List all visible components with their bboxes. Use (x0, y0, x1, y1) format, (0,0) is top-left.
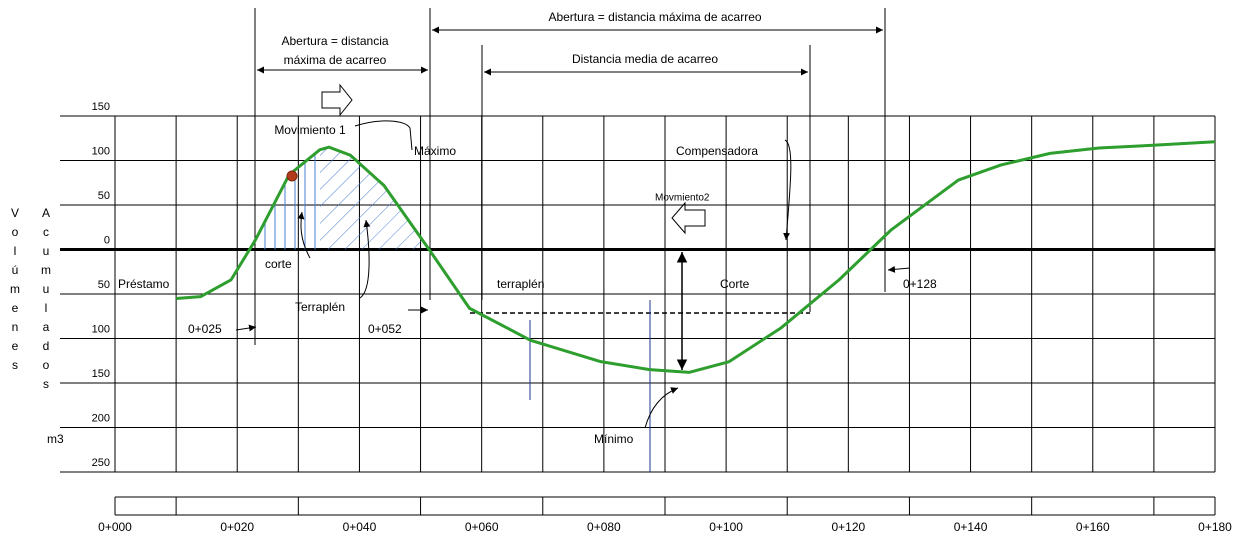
leader (644, 387, 679, 429)
leader (235, 324, 257, 332)
annotation: corte (265, 257, 292, 271)
y-tick-label: 150 (92, 101, 110, 113)
leader (887, 265, 911, 273)
y-tick-label: 50 (98, 279, 110, 291)
annotation: 0+025 (188, 322, 222, 336)
leader (297, 211, 311, 259)
y-tick-label: 100 (92, 145, 110, 157)
annotation: Movimiento 1 (274, 123, 346, 137)
x-tick-label: 0+020 (220, 520, 254, 534)
point-marker (286, 170, 298, 182)
annotation: máxima de acarreo (284, 53, 387, 67)
x-tick-label: 0+100 (709, 520, 743, 534)
leader (354, 120, 413, 151)
y-tick-label: 50 (98, 190, 110, 202)
annotation: terraplén (497, 277, 544, 291)
hatch-area (320, 147, 430, 250)
y-tick-label: 0 (104, 234, 110, 246)
y-tick-label: 200 (92, 412, 110, 424)
grid: 150 100 50 0 50 100 150 200 250 0+000 0+020 0+040 0+… (60, 101, 1232, 534)
x-tick-label: 0+000 (98, 520, 132, 534)
x-tick-label: 0+180 (1198, 520, 1232, 534)
annotation: Terraplén (295, 300, 345, 314)
y-axis-label: Acumulados (39, 206, 53, 396)
annotation: Compensadora (676, 144, 758, 158)
annotation: Movmiento2 (655, 193, 710, 204)
leader (359, 219, 371, 299)
x-tick-label: 0+160 (1076, 520, 1110, 534)
y-tick-label: 100 (92, 323, 110, 335)
annotation: Máximo (414, 144, 456, 158)
y-tick-label: 250 (92, 457, 110, 469)
annotation: Abertura = distancia máxima de acarreo (548, 10, 761, 24)
y-axis-label: Volúmenes (8, 206, 22, 377)
x-tick-label: 0+060 (465, 520, 499, 534)
x-tick-label: 0+080 (587, 520, 621, 534)
y-tick-label: 150 (92, 368, 110, 380)
leader (783, 139, 792, 241)
annotation: Distancia media de acarreo (572, 52, 718, 66)
hollow-arrow-right (321, 83, 353, 117)
x-tick-label: 0+040 (343, 520, 377, 534)
annotation: 0+052 (368, 322, 402, 336)
annotation: Abertura = distancia (281, 34, 388, 48)
hatch-area (249, 149, 320, 250)
annotation: Préstamo (118, 277, 170, 291)
annotation: 0+128 (903, 277, 937, 291)
x-tick-label: 0+120 (831, 520, 865, 534)
annotation: Mínimo (594, 432, 634, 446)
y-axis-label: m3 (47, 432, 64, 446)
x-tick-label: 0+140 (954, 520, 988, 534)
hollow-arrow-left (671, 201, 706, 235)
annotation: Corte (720, 277, 750, 291)
hatch (249, 147, 430, 250)
